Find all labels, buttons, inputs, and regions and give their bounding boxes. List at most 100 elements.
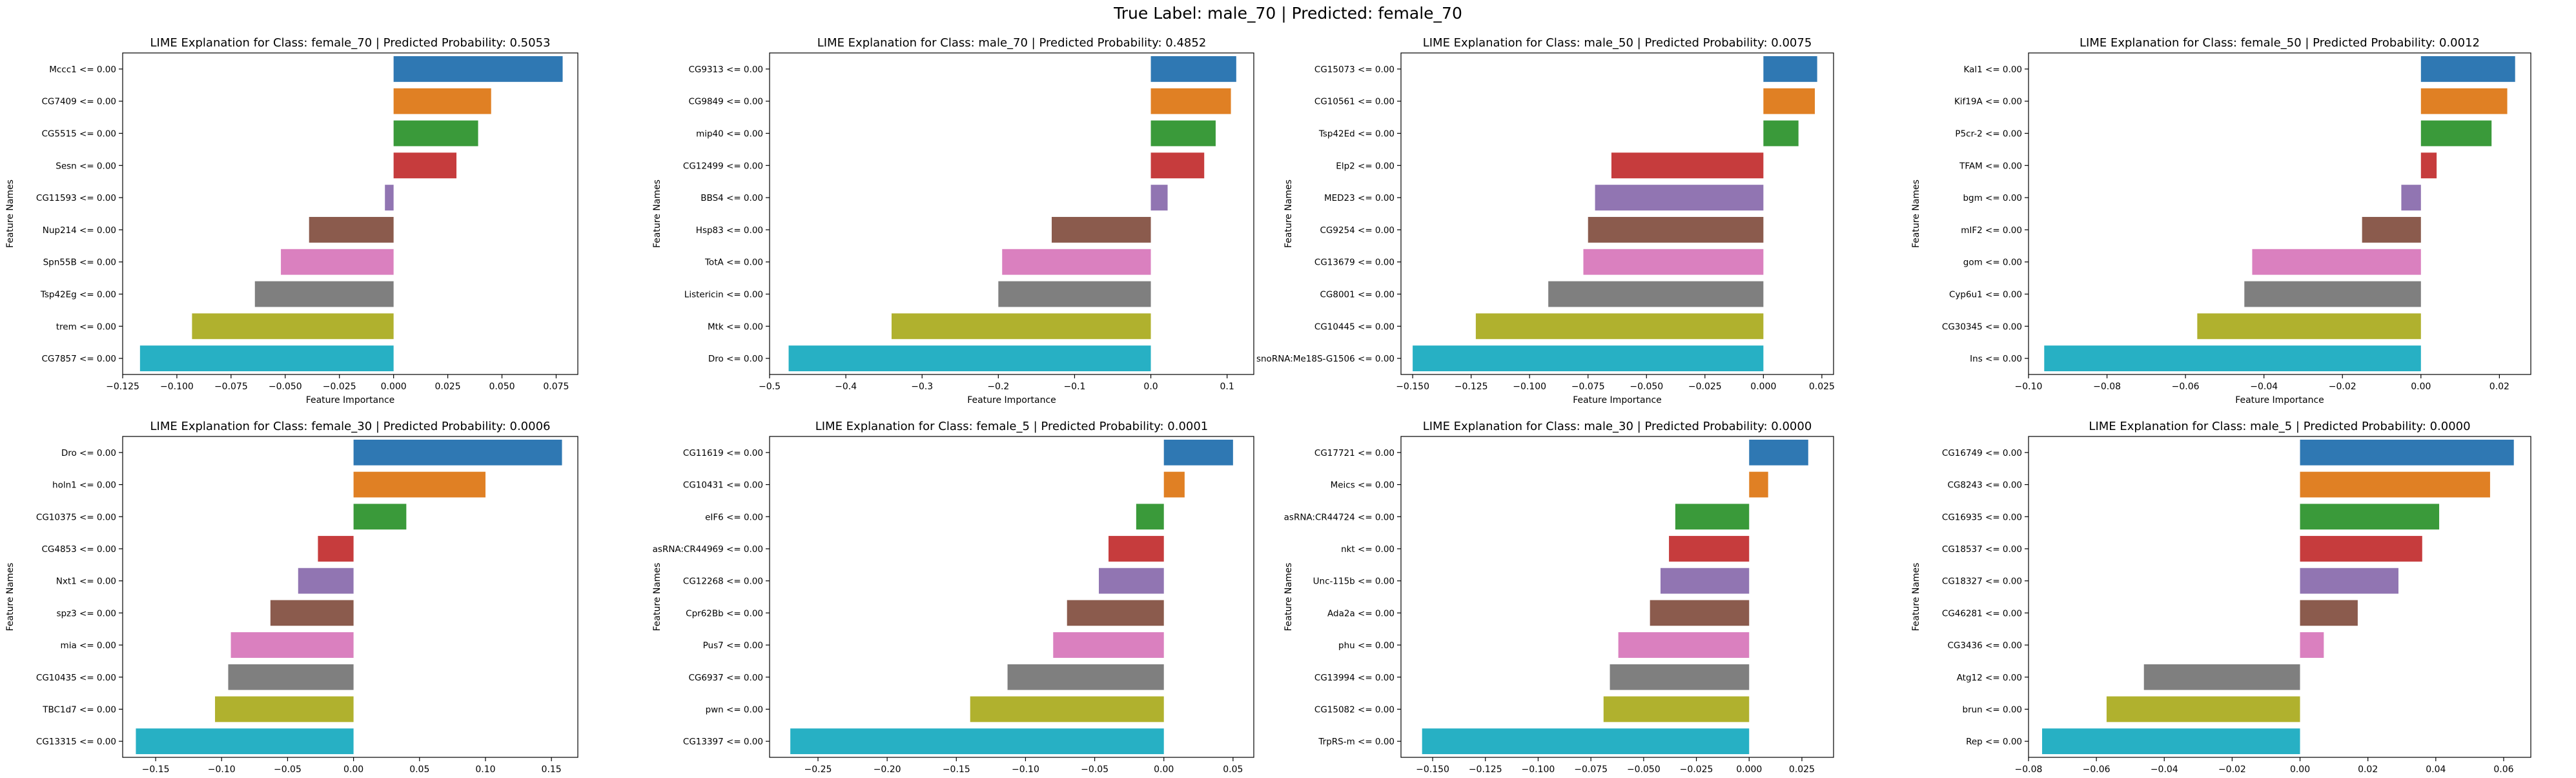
y-tick-label: BBS4 <= 0.00 xyxy=(700,193,763,203)
y-tick-label: Cpr62Bb <= 0.00 xyxy=(686,608,763,619)
x-tick-label: −0.075 xyxy=(214,382,248,392)
x-tick-label: −0.10 xyxy=(2015,382,2043,392)
y-tick-label: bgm <= 0.00 xyxy=(1963,193,2022,203)
y-tick-label: CG4853 <= 0.00 xyxy=(41,544,116,555)
y-tick-label: Atg12 <= 0.00 xyxy=(1957,673,2022,683)
y-tick-label: Tsp42Eg <= 0.00 xyxy=(40,290,116,300)
x-tick-label: 0.1 xyxy=(1220,382,1234,392)
y-tick-label: CG46281 <= 0.00 xyxy=(1942,608,2022,619)
y-tick-label: TotA <= 0.00 xyxy=(704,258,763,268)
x-tick-label: −0.08 xyxy=(2015,764,2043,775)
x-tick-label: −0.5 xyxy=(759,382,781,392)
x-tick-label: −0.20 xyxy=(874,764,901,775)
y-tick-label: Rep <= 0.00 xyxy=(1966,737,2022,747)
x-tick-label: −0.25 xyxy=(804,764,832,775)
y-tick-label: Hsp83 <= 0.00 xyxy=(696,225,763,236)
x-tick-label: −0.2 xyxy=(987,382,1009,392)
bar xyxy=(393,88,491,114)
subplot-title: LIME Explanation for Class: male_50 | Pr… xyxy=(1423,36,1812,50)
bar xyxy=(393,152,456,179)
y-tick-label: CG30345 <= 0.00 xyxy=(1942,322,2022,332)
bar xyxy=(2300,568,2398,594)
x-tick-label: −0.100 xyxy=(1522,764,1555,775)
bar xyxy=(2420,152,2437,179)
y-tick-label: TBC1d7 <= 0.00 xyxy=(42,704,116,715)
bar xyxy=(281,249,394,275)
x-axis-label: Feature Importance xyxy=(967,395,1056,405)
x-tick-label: −0.02 xyxy=(2218,764,2246,775)
y-tick-label: Ins <= 0.00 xyxy=(1970,354,2022,364)
y-tick-label: P5cr-2 <= 0.00 xyxy=(1955,129,2022,139)
subplot-title: LIME Explanation for Class: male_70 | Pr… xyxy=(817,36,1207,50)
y-tick-label: CG8243 <= 0.00 xyxy=(1947,480,2022,491)
x-tick-label: −0.125 xyxy=(1455,382,1488,392)
y-tick-label: CG13315 <= 0.00 xyxy=(36,737,116,747)
bar xyxy=(1007,664,1164,690)
y-tick-label: CG10561 <= 0.00 xyxy=(1314,97,1395,107)
y-tick-label: Spn55B <= 0.00 xyxy=(43,258,116,268)
bar xyxy=(970,696,1164,722)
bar xyxy=(393,120,478,147)
y-tick-label: trem <= 0.00 xyxy=(56,322,116,332)
bar xyxy=(139,345,394,372)
x-tick-label: 0.000 xyxy=(1750,382,1776,392)
x-tick-label: 0.02 xyxy=(2489,382,2510,392)
bar xyxy=(309,216,394,243)
x-tick-label: 0.06 xyxy=(2493,764,2513,775)
bar xyxy=(230,632,354,658)
x-tick-label: 0.05 xyxy=(409,764,429,775)
bar xyxy=(2420,120,2492,147)
bar xyxy=(891,313,1151,340)
y-tick-label: Ada2a <= 0.00 xyxy=(1327,608,1395,619)
y-axis-label: Feature Names xyxy=(1283,563,1294,631)
bar xyxy=(385,185,394,211)
bar xyxy=(2042,728,2300,755)
axes-frame xyxy=(1400,436,1834,758)
bar xyxy=(2244,281,2421,307)
subplot-3: LIME Explanation for Class: male_50 | Pr… xyxy=(1256,36,1835,405)
x-tick-label: −0.4 xyxy=(835,382,857,392)
bar xyxy=(2420,56,2515,82)
y-tick-label: CG3436 <= 0.00 xyxy=(1947,640,2022,651)
x-tick-label: −0.100 xyxy=(160,382,194,392)
bar xyxy=(1661,568,1750,594)
bar xyxy=(1763,120,1799,147)
x-axis-label: Feature Importance xyxy=(306,395,395,405)
y-tick-label: Meics <= 0.00 xyxy=(1331,480,1395,491)
axes-frame xyxy=(122,52,578,375)
y-tick-label: TFAM <= 0.00 xyxy=(1959,161,2022,171)
y-tick-label: gom <= 0.00 xyxy=(1963,258,2022,268)
bar xyxy=(318,536,354,562)
x-tick-label: 0.05 xyxy=(1223,764,1243,775)
bar xyxy=(1588,216,1764,243)
y-tick-label: CG11619 <= 0.00 xyxy=(683,448,763,458)
y-axis-label: Feature Names xyxy=(652,179,662,248)
bar xyxy=(1150,152,1205,179)
bar xyxy=(270,600,354,626)
y-tick-label: Sesn <= 0.00 xyxy=(56,161,116,171)
y-tick-label: asRNA:CR44969 <= 0.00 xyxy=(653,544,763,555)
x-tick-label: −0.1 xyxy=(1063,382,1085,392)
bar xyxy=(1595,185,1764,211)
axes-frame xyxy=(2028,436,2531,758)
y-tick-label: snoRNA:Me18S-G1506 <= 0.00 xyxy=(1256,354,1395,364)
y-tick-label: CG10431 <= 0.00 xyxy=(683,480,763,491)
x-tick-label: 0.00 xyxy=(343,764,363,775)
y-tick-label: CG10445 <= 0.00 xyxy=(1314,322,1395,332)
y-tick-label: Dro <= 0.00 xyxy=(708,354,763,364)
y-tick-label: CG15082 <= 0.00 xyxy=(1314,704,1395,715)
x-tick-label: 0.050 xyxy=(489,382,515,392)
bar xyxy=(1610,664,1750,690)
bar xyxy=(1150,185,1168,211)
x-tick-label: −0.06 xyxy=(2172,382,2200,392)
y-tick-label: MED23 <= 0.00 xyxy=(1324,193,1395,203)
bar xyxy=(215,696,354,722)
x-tick-label: 0.10 xyxy=(475,764,495,775)
bar xyxy=(1583,249,1764,275)
subplot-title: LIME Explanation for Class: female_70 | … xyxy=(150,36,551,50)
x-tick-label: −0.125 xyxy=(1469,764,1502,775)
bar xyxy=(1163,471,1185,498)
axes-frame xyxy=(122,436,578,758)
bar xyxy=(1669,536,1750,562)
bar xyxy=(1052,216,1151,243)
